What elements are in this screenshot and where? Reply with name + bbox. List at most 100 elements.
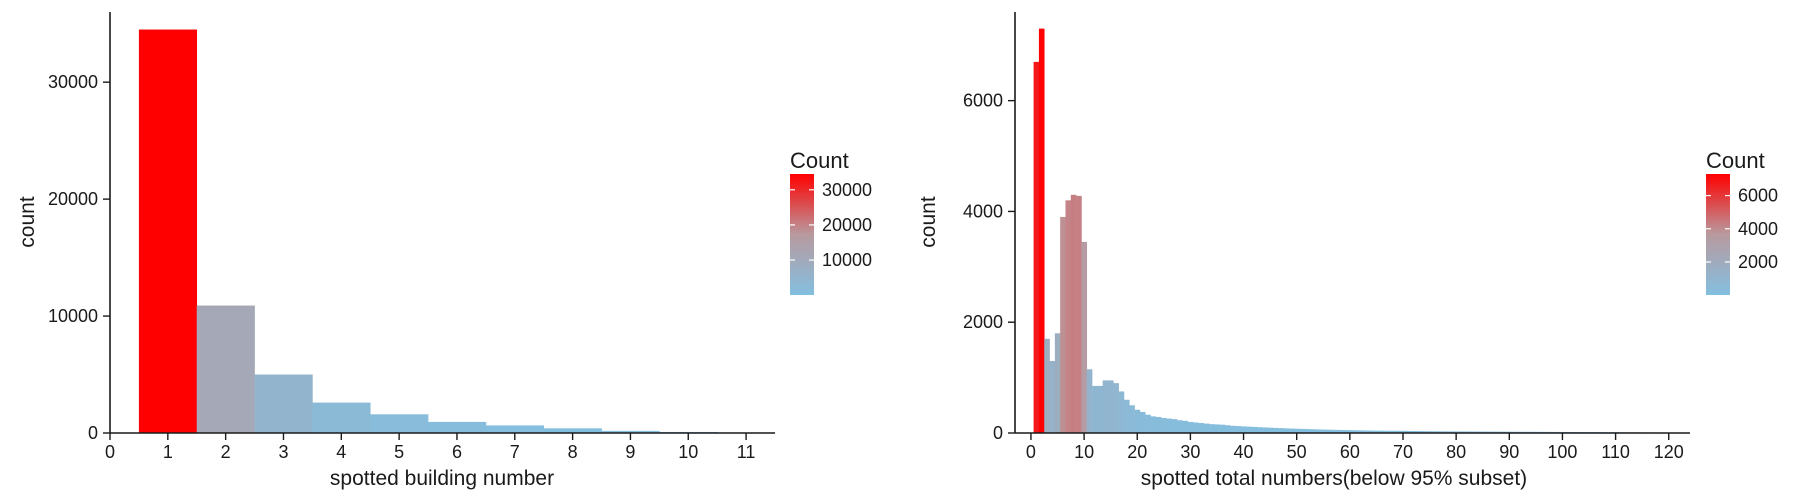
bar xyxy=(1331,429,1337,433)
legend-title-2: Count xyxy=(1706,148,1765,173)
x-ticks-1: 0 1 2 3 4 5 6 7 8 9 10 11 xyxy=(105,433,755,462)
bar xyxy=(1081,241,1088,433)
bar xyxy=(1187,421,1194,433)
legend-1: Count 30000 20000 10000 xyxy=(790,148,872,295)
bar xyxy=(1262,427,1268,433)
y-axis-title-2: count xyxy=(917,196,940,248)
legend-label: 30000 xyxy=(822,180,872,200)
bar xyxy=(254,374,313,433)
chart-panel-1: 0 10000 20000 30000 0 1 2 3 4 5 6 7 8 9 10 11 spotted … xyxy=(16,12,872,490)
bar xyxy=(1102,380,1109,434)
x-tick-label: 80 xyxy=(1446,442,1466,462)
bar xyxy=(1123,399,1130,433)
bar xyxy=(1320,429,1327,433)
bar xyxy=(1304,429,1311,433)
x-tick-label: 120 xyxy=(1654,442,1684,462)
y-tick-label: 2000 xyxy=(963,312,1003,332)
bar xyxy=(1432,431,1438,433)
x-ticks-2: 0 10 20 30 40 50 60 70 80 90 100 110 120 xyxy=(1026,433,1684,462)
bar xyxy=(1405,430,1412,433)
bar xyxy=(1092,385,1098,433)
bar xyxy=(1309,429,1316,433)
bar xyxy=(1379,430,1385,433)
bar xyxy=(1198,423,1204,433)
bar xyxy=(1325,429,1332,433)
x-tick-label: 4 xyxy=(336,442,346,462)
bar xyxy=(138,29,198,433)
bar xyxy=(1416,431,1422,433)
x-tick-label: 20 xyxy=(1127,442,1147,462)
bar xyxy=(1054,333,1061,433)
bar xyxy=(1086,369,1093,433)
x-tick-label: 60 xyxy=(1340,442,1360,462)
bar xyxy=(1240,426,1247,433)
bar xyxy=(1421,431,1428,433)
bar xyxy=(1352,430,1359,433)
bar xyxy=(1363,430,1369,433)
bar xyxy=(1108,380,1114,434)
x-tick-label: 30 xyxy=(1180,442,1200,462)
x-tick-label: 10 xyxy=(678,442,698,462)
chart-panel-2: 0 2000 4000 6000 0 10 20 30 40 50 60 70 80 90 100 110 1… xyxy=(917,12,1778,490)
bar xyxy=(196,305,255,433)
bar xyxy=(1076,195,1082,433)
legend-label: 6000 xyxy=(1738,186,1778,206)
y-tick-label: 0 xyxy=(993,423,1003,443)
bar xyxy=(1389,430,1396,433)
bar xyxy=(1033,61,1040,434)
x-tick-label: 7 xyxy=(510,442,520,462)
bar xyxy=(543,428,602,433)
x-tick-label: 1 xyxy=(163,442,173,462)
bar xyxy=(1134,409,1141,433)
bar xyxy=(312,402,371,433)
bar xyxy=(1219,424,1226,433)
bar-series-2 xyxy=(1033,28,1667,434)
bar xyxy=(1288,428,1295,433)
x-tick-label: 11 xyxy=(737,442,756,462)
x-axis-title-1: spotted building number xyxy=(330,467,554,490)
bar xyxy=(1145,414,1151,433)
y-tick-label: 20000 xyxy=(48,189,98,209)
bar xyxy=(1373,430,1380,433)
x-tick-label: 110 xyxy=(1601,442,1630,462)
x-tick-label: 90 xyxy=(1499,442,1519,462)
x-tick-label: 10 xyxy=(1074,442,1094,462)
bar xyxy=(1395,430,1401,433)
bar xyxy=(1171,419,1178,433)
y-tick-label: 0 xyxy=(88,423,98,443)
x-tick-label: 3 xyxy=(278,442,288,462)
legend-label: 10000 xyxy=(822,250,872,270)
x-tick-label: 0 xyxy=(1026,442,1036,462)
bar xyxy=(1155,416,1162,433)
bar xyxy=(1166,418,1173,433)
bar xyxy=(428,421,487,433)
bar xyxy=(1299,428,1305,433)
bar xyxy=(1177,420,1183,433)
bar xyxy=(1267,427,1274,433)
bar xyxy=(485,425,544,433)
bar xyxy=(1256,427,1263,433)
bar xyxy=(1246,426,1252,433)
x-axis-title-2: spotted total numbers(below 95% subset) xyxy=(1141,467,1527,490)
bar xyxy=(1038,28,1045,434)
x-tick-label: 70 xyxy=(1393,442,1413,462)
bar xyxy=(1118,391,1125,433)
bar xyxy=(1235,426,1242,433)
bar xyxy=(1272,427,1279,433)
legend-colorbar xyxy=(1706,174,1730,295)
legend-2: Count 6000 4000 2000 xyxy=(1706,148,1778,295)
x-tick-label: 50 xyxy=(1287,442,1307,462)
bar xyxy=(601,430,660,433)
bar xyxy=(1224,425,1231,433)
bar xyxy=(1182,420,1189,433)
bar xyxy=(1113,383,1119,433)
bar xyxy=(1336,429,1343,433)
bar xyxy=(1150,416,1157,433)
bar xyxy=(1251,426,1258,433)
x-tick-label: 9 xyxy=(625,442,635,462)
y-tick-label: 4000 xyxy=(963,201,1003,221)
bar xyxy=(1368,430,1375,433)
bar xyxy=(1426,431,1433,433)
bar xyxy=(1437,431,1444,433)
